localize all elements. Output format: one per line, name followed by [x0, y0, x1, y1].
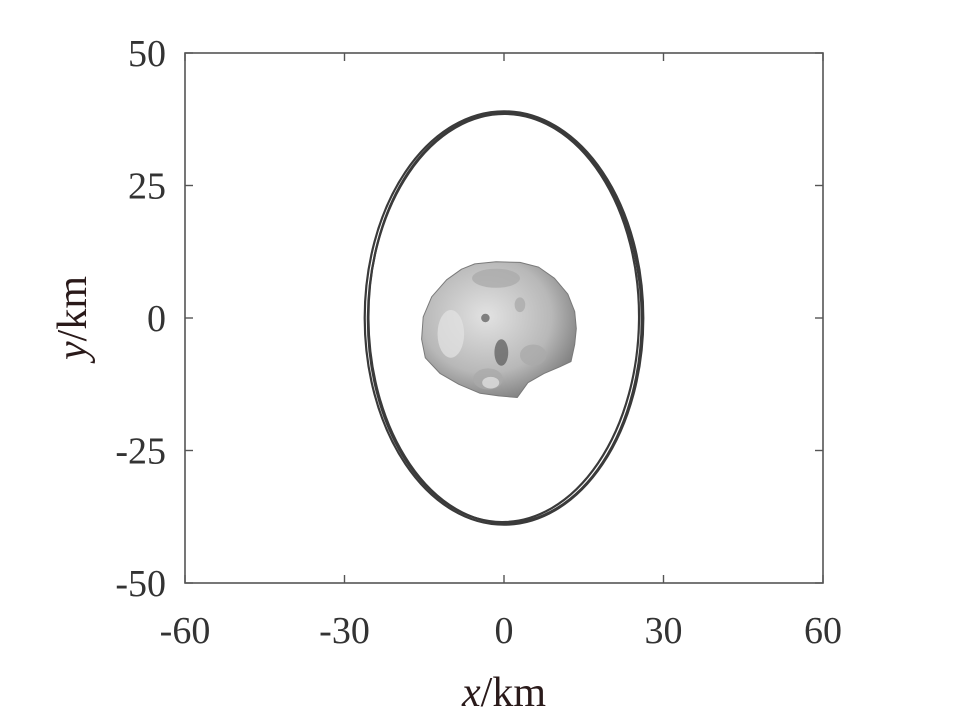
- orbit-series: [363, 110, 645, 526]
- x-tick-label: 0: [495, 610, 514, 652]
- x-axis-title: x/km: [461, 670, 546, 716]
- x-tick-label: -30: [319, 610, 370, 652]
- orbit-trajectory-1: [363, 110, 645, 526]
- asteroid-surface-feature: [482, 376, 500, 389]
- x-tick-label: 30: [645, 610, 683, 652]
- x-tick-label: 60: [804, 610, 842, 652]
- x-tick-labels: -60 -30 0 30 60: [160, 610, 842, 652]
- y-tick-label: -25: [115, 431, 166, 473]
- y-tick-label: 50: [128, 33, 166, 75]
- axis-ticks: [184, 52, 824, 584]
- x-axis-unit: /km: [481, 670, 547, 716]
- asteroid-surface-feature: [437, 310, 465, 358]
- y-tick-label: -50: [115, 563, 166, 605]
- asteroid-surface-feature: [472, 268, 520, 288]
- x-axis-variable: x: [461, 670, 481, 716]
- y-axis-unit: /km: [50, 276, 96, 342]
- y-tick-labels: 50 25 0 -25 -50: [115, 33, 166, 605]
- y-tick-label: 0: [147, 298, 166, 340]
- asteroid-surface-feature: [481, 313, 490, 323]
- y-axis-variable: y: [50, 341, 96, 364]
- y-axis-title: y/km: [50, 276, 96, 364]
- asteroid-surface-feature: [514, 297, 526, 313]
- asteroid-surface-feature: [519, 344, 547, 366]
- x-tick-label: -60: [160, 610, 211, 652]
- y-tick-label: 25: [128, 166, 166, 208]
- asteroid-body: [421, 261, 577, 398]
- orbit-trajectory-3: [366, 112, 641, 524]
- asteroid-surface-feature: [494, 339, 509, 366]
